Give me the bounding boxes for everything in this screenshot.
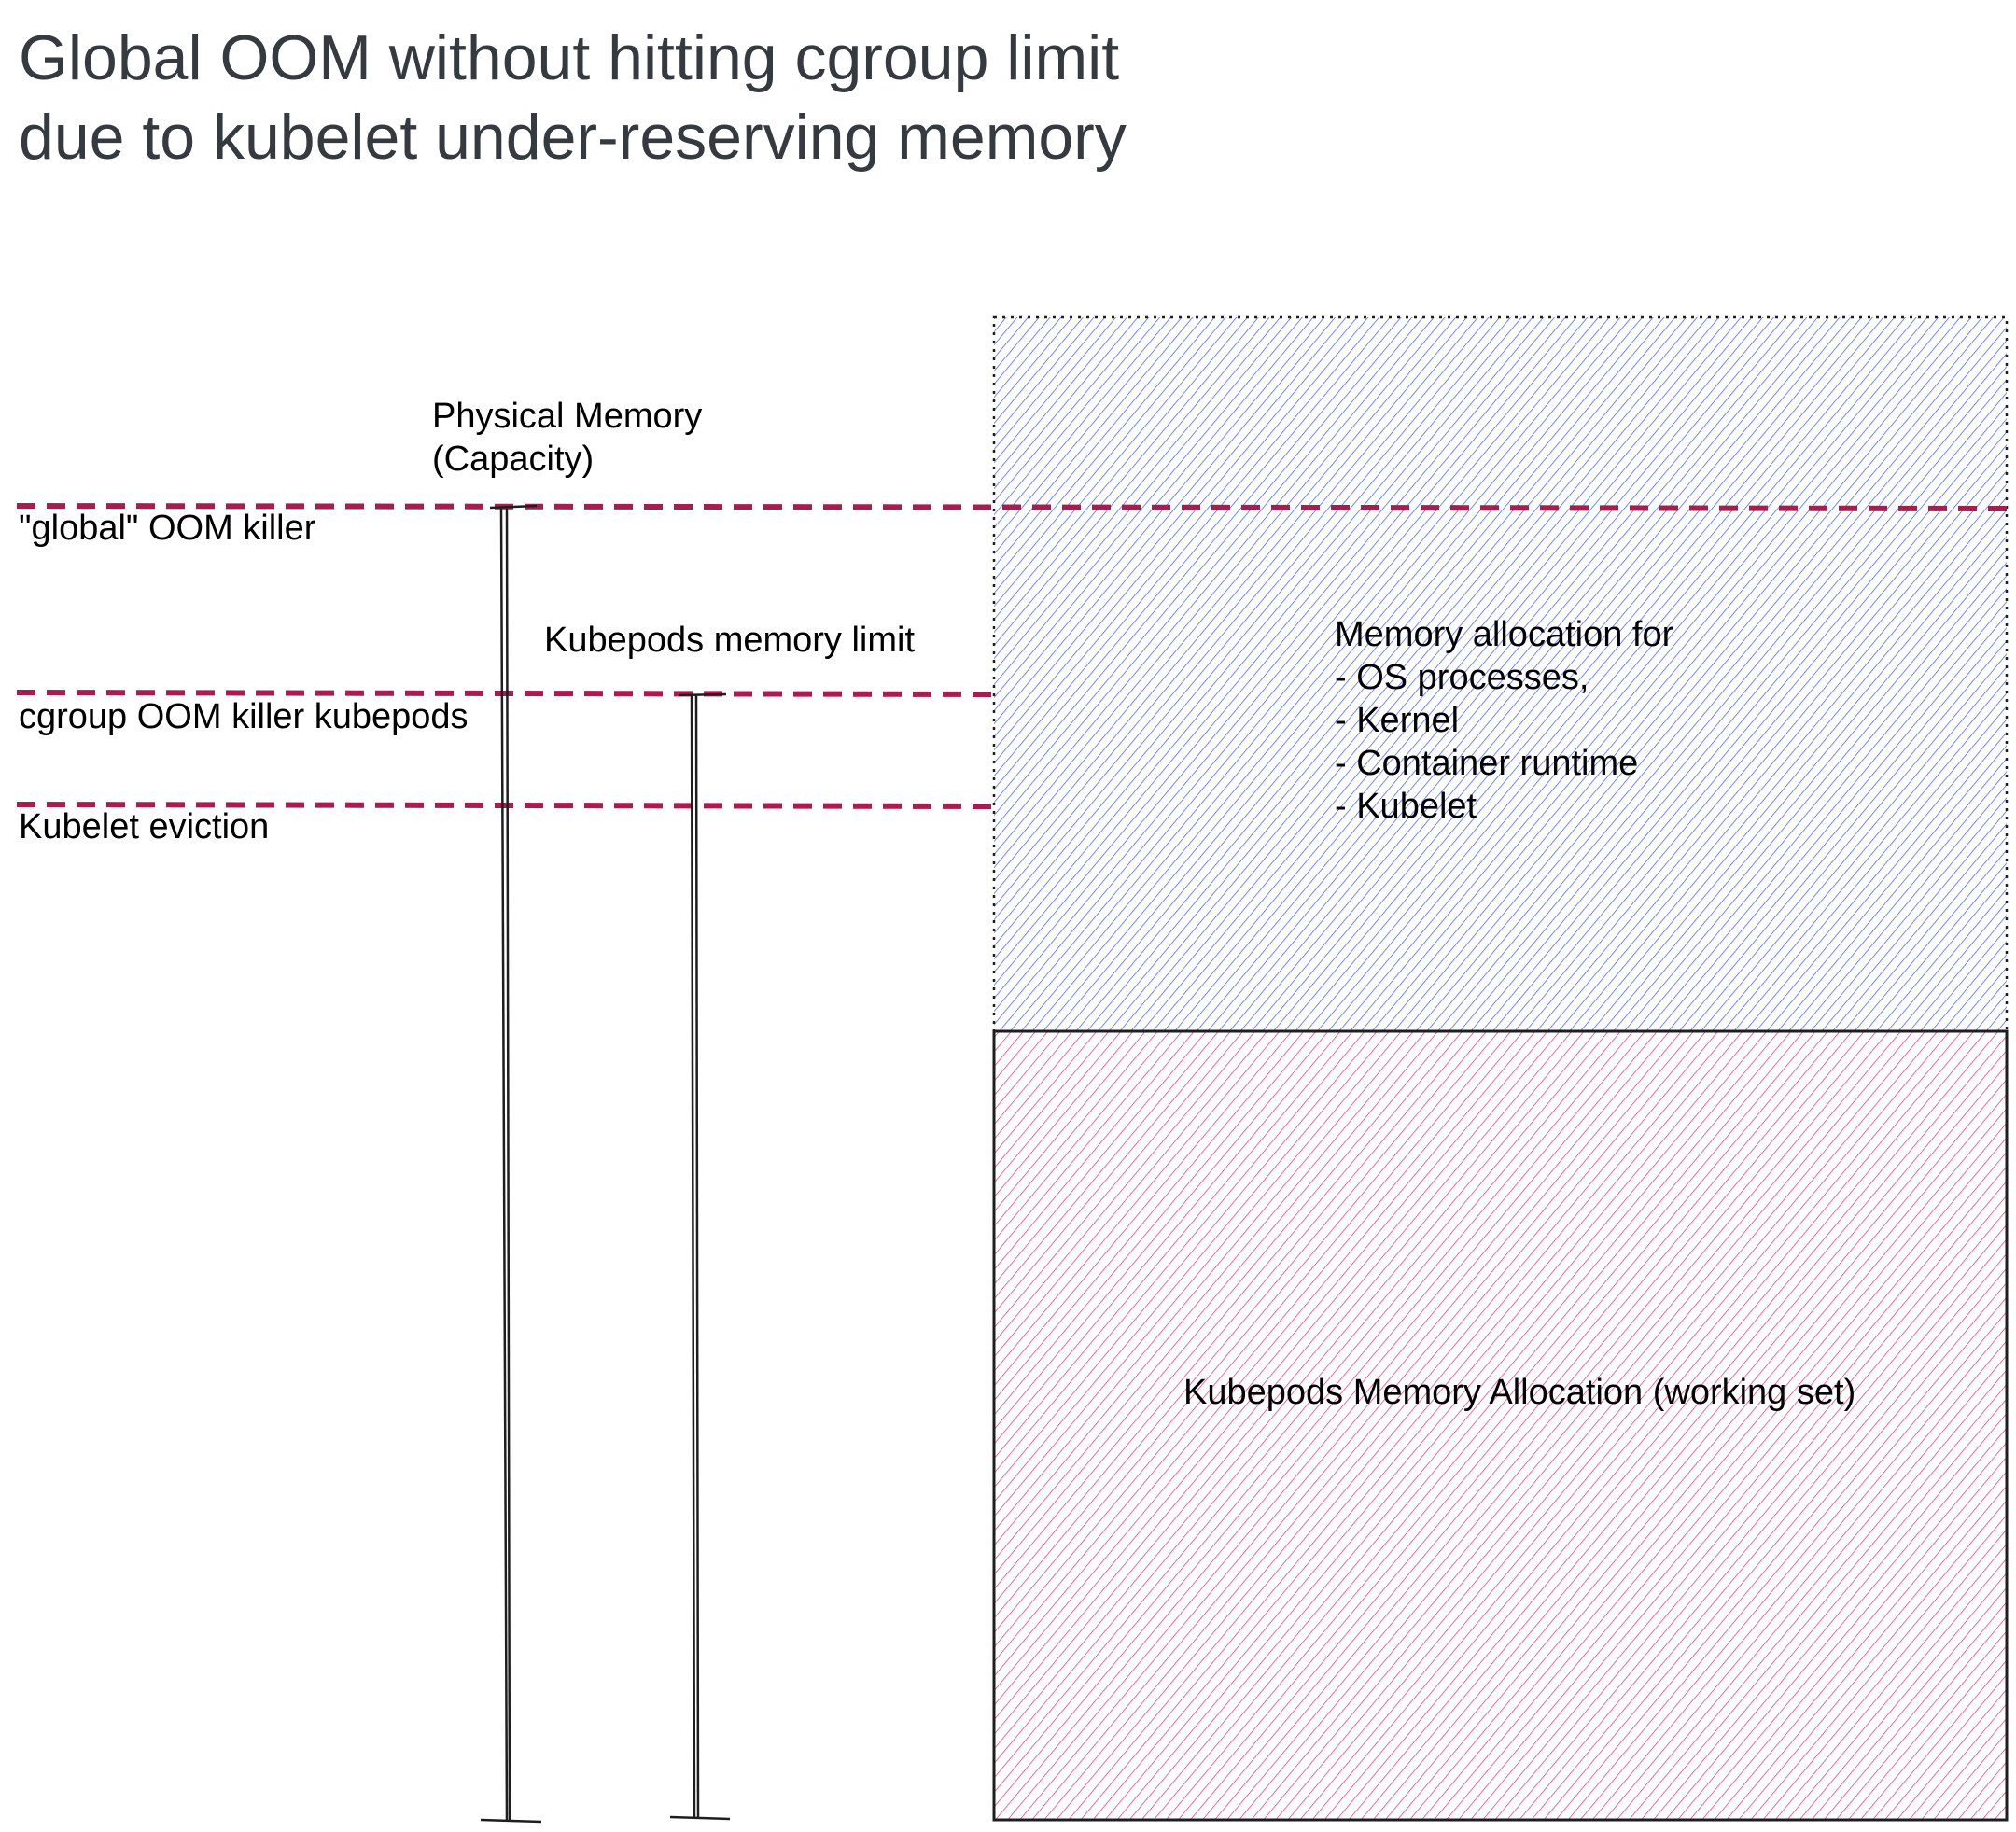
system-memory-item: - Kubelet xyxy=(1335,787,1477,826)
title-line-2: due to kubelet under-reserving memory xyxy=(19,102,1127,173)
system-memory-item: - Kernel xyxy=(1335,701,1459,740)
system-memory-item: - OS processes, xyxy=(1335,658,1589,697)
physical-memory-label: Physical Memory xyxy=(432,397,702,436)
global-oom-line xyxy=(16,503,2008,511)
kubepods-limit-label: Kubepods memory limit xyxy=(544,621,915,660)
kubepods-memory-region xyxy=(992,1029,2009,1822)
system-memory-text: Memory allocation for - OS processes, - … xyxy=(1335,615,1674,826)
system-memory-region xyxy=(992,315,2009,1033)
system-memory-heading: Memory allocation for xyxy=(1335,615,1674,654)
kubelet-eviction-label: Kubelet eviction xyxy=(19,807,269,846)
cgroup-oom-label: cgroup OOM killer kubepods xyxy=(19,697,469,736)
title-line-1: Global OOM without hitting cgroup limit xyxy=(19,22,1119,93)
global-oom-label: "global" OOM killer xyxy=(19,509,316,548)
kubepods-memory-label: Kubepods Memory Allocation (working set) xyxy=(1183,1373,1855,1412)
kubepods-limit-measure xyxy=(669,692,731,1821)
system-memory-item: - Container runtime xyxy=(1335,744,1638,783)
physical-memory-sublabel: (Capacity) xyxy=(432,440,594,479)
physical-memory-measure xyxy=(480,504,542,1824)
